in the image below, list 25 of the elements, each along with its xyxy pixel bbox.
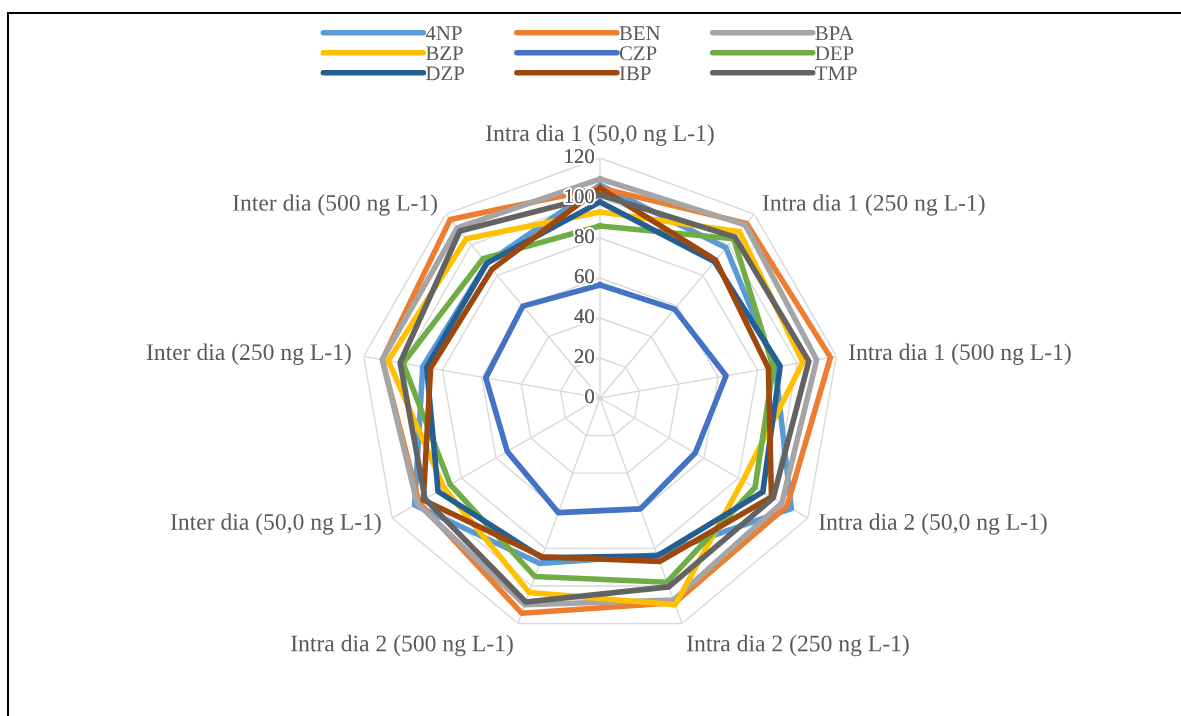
spoke-label: Inter dia (50,0 ng L-1) bbox=[170, 513, 381, 535]
spoke-label: Inter dia (500 ng L-1) bbox=[233, 194, 437, 216]
legend-label: 4NP bbox=[425, 26, 462, 40]
y-tick-label: 100 bbox=[565, 189, 594, 204]
legend-label: BEN bbox=[619, 26, 661, 41]
y-tick-label: 40 bbox=[574, 309, 594, 324]
y-tick-label: 60 bbox=[574, 269, 594, 284]
legend-label: DZP bbox=[426, 66, 464, 81]
y-tick-label: 0 bbox=[585, 389, 594, 404]
spoke-label: Inter dia (250 ng L-1) bbox=[146, 343, 351, 365]
legend-label: BPA bbox=[815, 26, 854, 41]
spoke-label: Intra dia 2 (50,0 ng L-1) bbox=[819, 513, 1047, 535]
spoke-label: Intra dia 1 (50,0 ng L-1) bbox=[486, 124, 714, 146]
legend-label: DEP bbox=[815, 46, 854, 61]
y-tick-label: 80 bbox=[574, 229, 594, 244]
legend-label: CZP bbox=[619, 46, 657, 61]
spoke-label: Intra dia 1 (500 ng L-1) bbox=[849, 343, 1071, 365]
legend-label: BZP bbox=[426, 46, 463, 61]
legend-label: TMP bbox=[815, 66, 857, 81]
spoke-label: Intra dia 1 (250 ng L-1) bbox=[762, 194, 985, 216]
y-tick-label: 20 bbox=[574, 349, 594, 364]
spoke-label: Intra dia 2 (250 ng L-1) bbox=[687, 634, 909, 657]
y-tick-label: 120 bbox=[565, 149, 594, 164]
legend-label: IBP bbox=[619, 66, 651, 81]
spoke-label: Intra dia 2 (500 ng L-1) bbox=[291, 634, 513, 657]
